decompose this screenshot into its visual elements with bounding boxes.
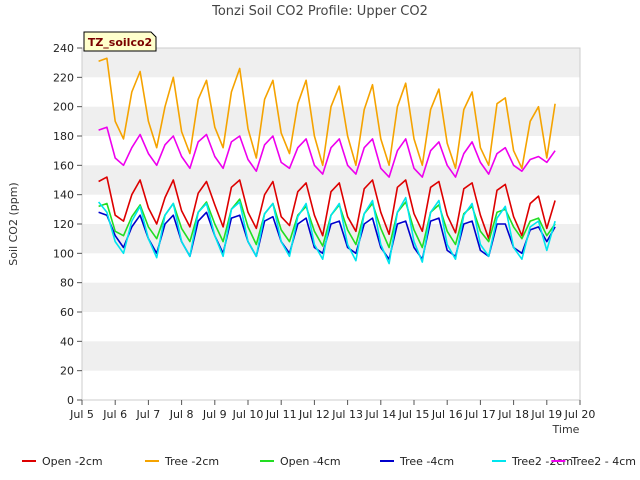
y-tick-label: 240 (53, 42, 74, 55)
y-tick-label: 0 (67, 394, 74, 407)
chart-title: Tonzi Soil CO2 Profile: Upper CO2 (211, 4, 428, 19)
legend-label: Open -2cm (42, 455, 103, 468)
y-axis-label: Soil CO2 (ppm) (7, 182, 20, 265)
y-tick-label: 160 (53, 159, 74, 172)
y-tick-label: 140 (53, 189, 74, 202)
y-tick-label: 40 (60, 335, 74, 348)
series-tag-label: TZ_soilco2 (88, 36, 152, 49)
x-tick-label: Jul 19 (530, 408, 562, 421)
legend-label: Tree2 -2cm (511, 455, 573, 468)
y-tick-label: 100 (53, 247, 74, 260)
y-tick-label: 80 (60, 277, 74, 290)
x-tick-label: Jul 18 (497, 408, 529, 421)
y-axis-ticks: 0 20 40 60 80 100 120 140 160 180 200 220 240 (53, 42, 82, 407)
x-tick-label: Jul 7 (136, 408, 161, 421)
series-lines (97, 57, 556, 265)
x-tick-label: Jul 17 (464, 408, 496, 421)
y-tick-label: 120 (53, 218, 74, 231)
x-tick-label: Jul 16 (431, 408, 463, 421)
grid-band (82, 282, 580, 312)
legend-label: Tree -2cm (164, 455, 219, 468)
y-tick-label: 60 (60, 306, 74, 319)
grid-band (82, 341, 580, 371)
x-tick-label: Jul 8 (169, 408, 194, 421)
legend-label: Tree -4cm (399, 455, 454, 468)
series-line-0 (98, 176, 556, 240)
x-tick-label: Jul 10 (232, 408, 264, 421)
x-tick-label: Jul 20 (564, 408, 596, 421)
x-tick-label: Jul 15 (398, 408, 430, 421)
grid-band (82, 165, 580, 195)
x-tick-label: Jul 11 (265, 408, 297, 421)
grid-band (82, 224, 580, 254)
x-tick-label: Jul 9 (202, 408, 227, 421)
x-tick-label: Jul 5 (69, 408, 94, 421)
y-tick-label: 20 (60, 365, 74, 378)
series-line-4 (97, 196, 556, 265)
legend-label: Tree2 - 4cm (570, 455, 636, 468)
x-axis-label: Time (552, 423, 580, 436)
series-tag: TZ_soilco2 (83, 31, 157, 52)
y-tick-label: 200 (53, 101, 74, 114)
x-tick-label: Jul 14 (364, 408, 396, 421)
x-axis-ticks: Jul 5 Jul 6 Jul 7 Jul 8 Jul 9 Jul 10 Jul 11 Jul… (69, 400, 595, 421)
y-tick-label: 180 (53, 130, 74, 143)
series-line-1 (98, 57, 556, 170)
x-tick-label: Jul 13 (331, 408, 363, 421)
legend-label: Open -4cm (280, 455, 341, 468)
grid-band (82, 48, 580, 78)
x-tick-label: Jul 12 (298, 408, 330, 421)
plot-background-bands (82, 48, 580, 371)
x-tick-label: Jul 6 (102, 408, 127, 421)
legend: Open -2cm Tree -2cm Open -4cm Tree -4cm Tree… (22, 455, 636, 468)
y-tick-label: 220 (53, 71, 74, 84)
series-line-5 (98, 126, 556, 178)
